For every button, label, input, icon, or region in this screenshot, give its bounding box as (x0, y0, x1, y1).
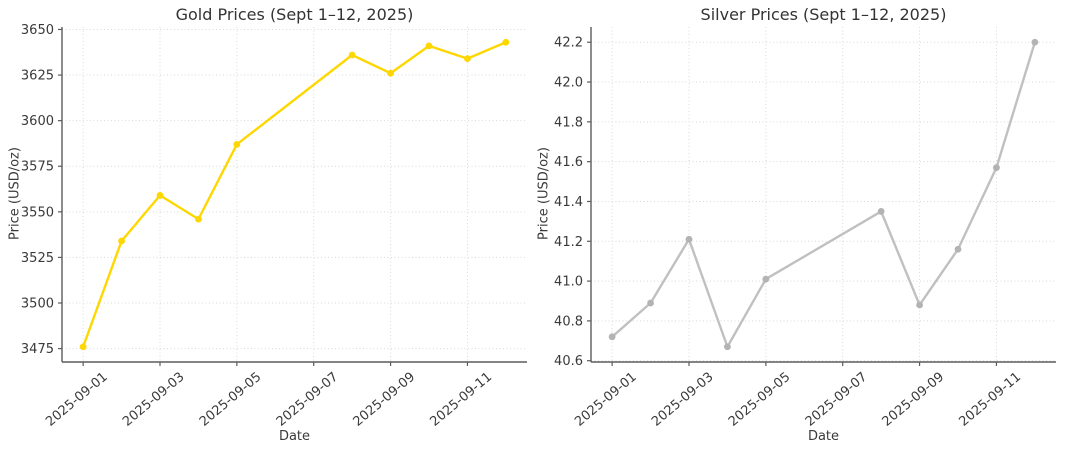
x-tick-label: 2025-09-09 (351, 370, 419, 430)
y-tick-label: 41.4 (554, 195, 583, 210)
x-tick-label: 2025-09-09 (880, 370, 948, 430)
silver-y-axis-label: Price (USD/oz) (536, 147, 552, 240)
x-tick-label: 2025-09-05 (726, 370, 794, 430)
silver-data-point (685, 235, 693, 243)
x-tick-label: 2025-09-11 (956, 370, 1024, 430)
gold-chart-title: Gold Prices (Sept 1–12, 2025) (175, 5, 414, 24)
silver-data-point (724, 343, 731, 351)
silver-chart-title: Silver Prices (Sept 1–12, 2025) (700, 5, 947, 24)
gold-data-point (387, 69, 394, 77)
y-tick-label: 40.8 (554, 314, 583, 329)
x-tick-label: 2025-09-01 (572, 370, 640, 430)
y-tick-label: 3600 (21, 114, 54, 129)
silver-price-line (610, 41, 1037, 348)
gold-data-point (195, 215, 202, 223)
x-tick-label: 2025-09-07 (274, 370, 342, 430)
y-tick-label: 41.8 (554, 115, 583, 130)
silver-data-point (608, 333, 616, 341)
y-tick-label: 3550 (21, 205, 54, 220)
x-tick-label: 2025-09-03 (649, 370, 717, 430)
silver-data-point (877, 208, 885, 215)
silver-data-point (993, 164, 1000, 172)
y-tick-label: 3650 (21, 23, 54, 38)
gold-data-point (156, 192, 164, 199)
silver-chart: 40.6 40.8 41.0 41.2 41.4 41.6 41.8 42.0 42.2 2025… (554, 27, 1056, 430)
y-tick-label: 3525 (21, 251, 54, 266)
y-tick-label: 40.6 (554, 354, 583, 369)
y-tick-label: 41.2 (554, 235, 583, 250)
y-tick-label: 42.0 (554, 76, 583, 91)
gold-x-axis-label: Date (278, 429, 311, 444)
gold-data-point (464, 55, 471, 63)
x-tick-label: 2025-09-05 (197, 370, 265, 430)
gold-data-point (425, 42, 433, 50)
gold-data-point (502, 38, 510, 46)
y-tick-label: 3500 (21, 297, 54, 312)
gold-data-point (118, 237, 125, 245)
silver-data-point (762, 275, 770, 283)
x-tick-label: 2025-09-07 (803, 370, 871, 430)
x-tick-label: 2025-09-01 (43, 370, 111, 430)
gold-y-axis-label: Price (USD/oz) (7, 147, 23, 240)
y-tick-label: 41.0 (554, 275, 583, 290)
gold-data-point (233, 140, 241, 148)
silver-x-axis-label: Date (807, 429, 840, 444)
silver-data-point (1031, 38, 1039, 46)
y-tick-label: 42.2 (554, 36, 583, 51)
gold-data-point (79, 343, 87, 351)
x-tick-label: 2025-09-03 (120, 370, 188, 430)
y-tick-label: 3475 (21, 342, 54, 357)
y-tick-label: 3575 (21, 160, 54, 175)
silver-data-point (954, 245, 962, 253)
silver-data-point (916, 301, 923, 309)
gold-chart: 3475 3500 3525 3550 3575 3600 3625 3650 2025-09-… (21, 23, 527, 430)
silver-data-point (647, 299, 654, 307)
x-tick-label: 2025-09-11 (427, 370, 495, 430)
y-tick-label: 41.6 (554, 155, 583, 170)
gold-data-point (348, 51, 356, 59)
gold-price-line (81, 41, 508, 348)
y-tick-label: 3625 (21, 69, 54, 84)
